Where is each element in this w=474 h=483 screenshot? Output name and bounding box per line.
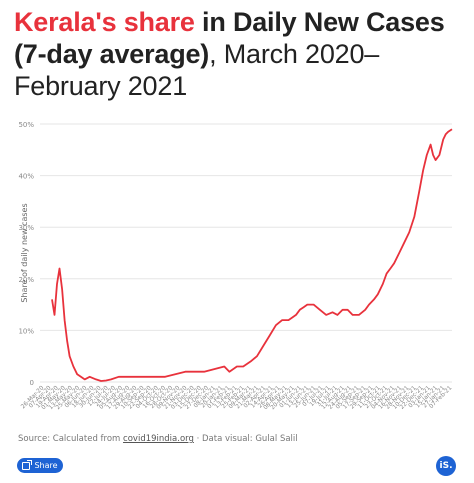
y-tick-label: 40%	[18, 173, 34, 181]
share-button[interactable]: Share	[17, 458, 63, 473]
indiaspend-logo-icon[interactable]: iS.	[436, 456, 456, 476]
share-icon	[22, 459, 33, 470]
y-tick-label: 30%	[18, 224, 34, 232]
share-label: Share	[34, 461, 58, 470]
y-tick-label: 10%	[18, 327, 34, 335]
source-note: Source: Calculated from covid19india.org…	[18, 434, 298, 444]
title-highlight: Kerala's share	[14, 7, 195, 37]
y-tick-label: 0	[30, 379, 34, 387]
source-suffix: · Data visual: Gulal Salil	[193, 434, 298, 444]
chart-title: Kerala's share in Daily New Cases (7-day…	[14, 6, 464, 102]
line-chart: 0 10% 20% 30% 40% 50% Share of daily new cases…	[18, 121, 453, 411]
series-line	[51, 128, 453, 382]
source-link[interactable]: covid19india.org	[123, 434, 194, 444]
source-prefix: Source: Calculated from	[18, 434, 124, 444]
y-axis-label: Share of daily new cases	[20, 203, 29, 302]
title-rest: , March 2020–February 2021	[14, 39, 380, 101]
y-tick-label: 20%	[18, 276, 34, 284]
y-tick-label: 50%	[18, 121, 34, 129]
title-bold: in Daily New Cases (7-day average)	[14, 7, 445, 69]
